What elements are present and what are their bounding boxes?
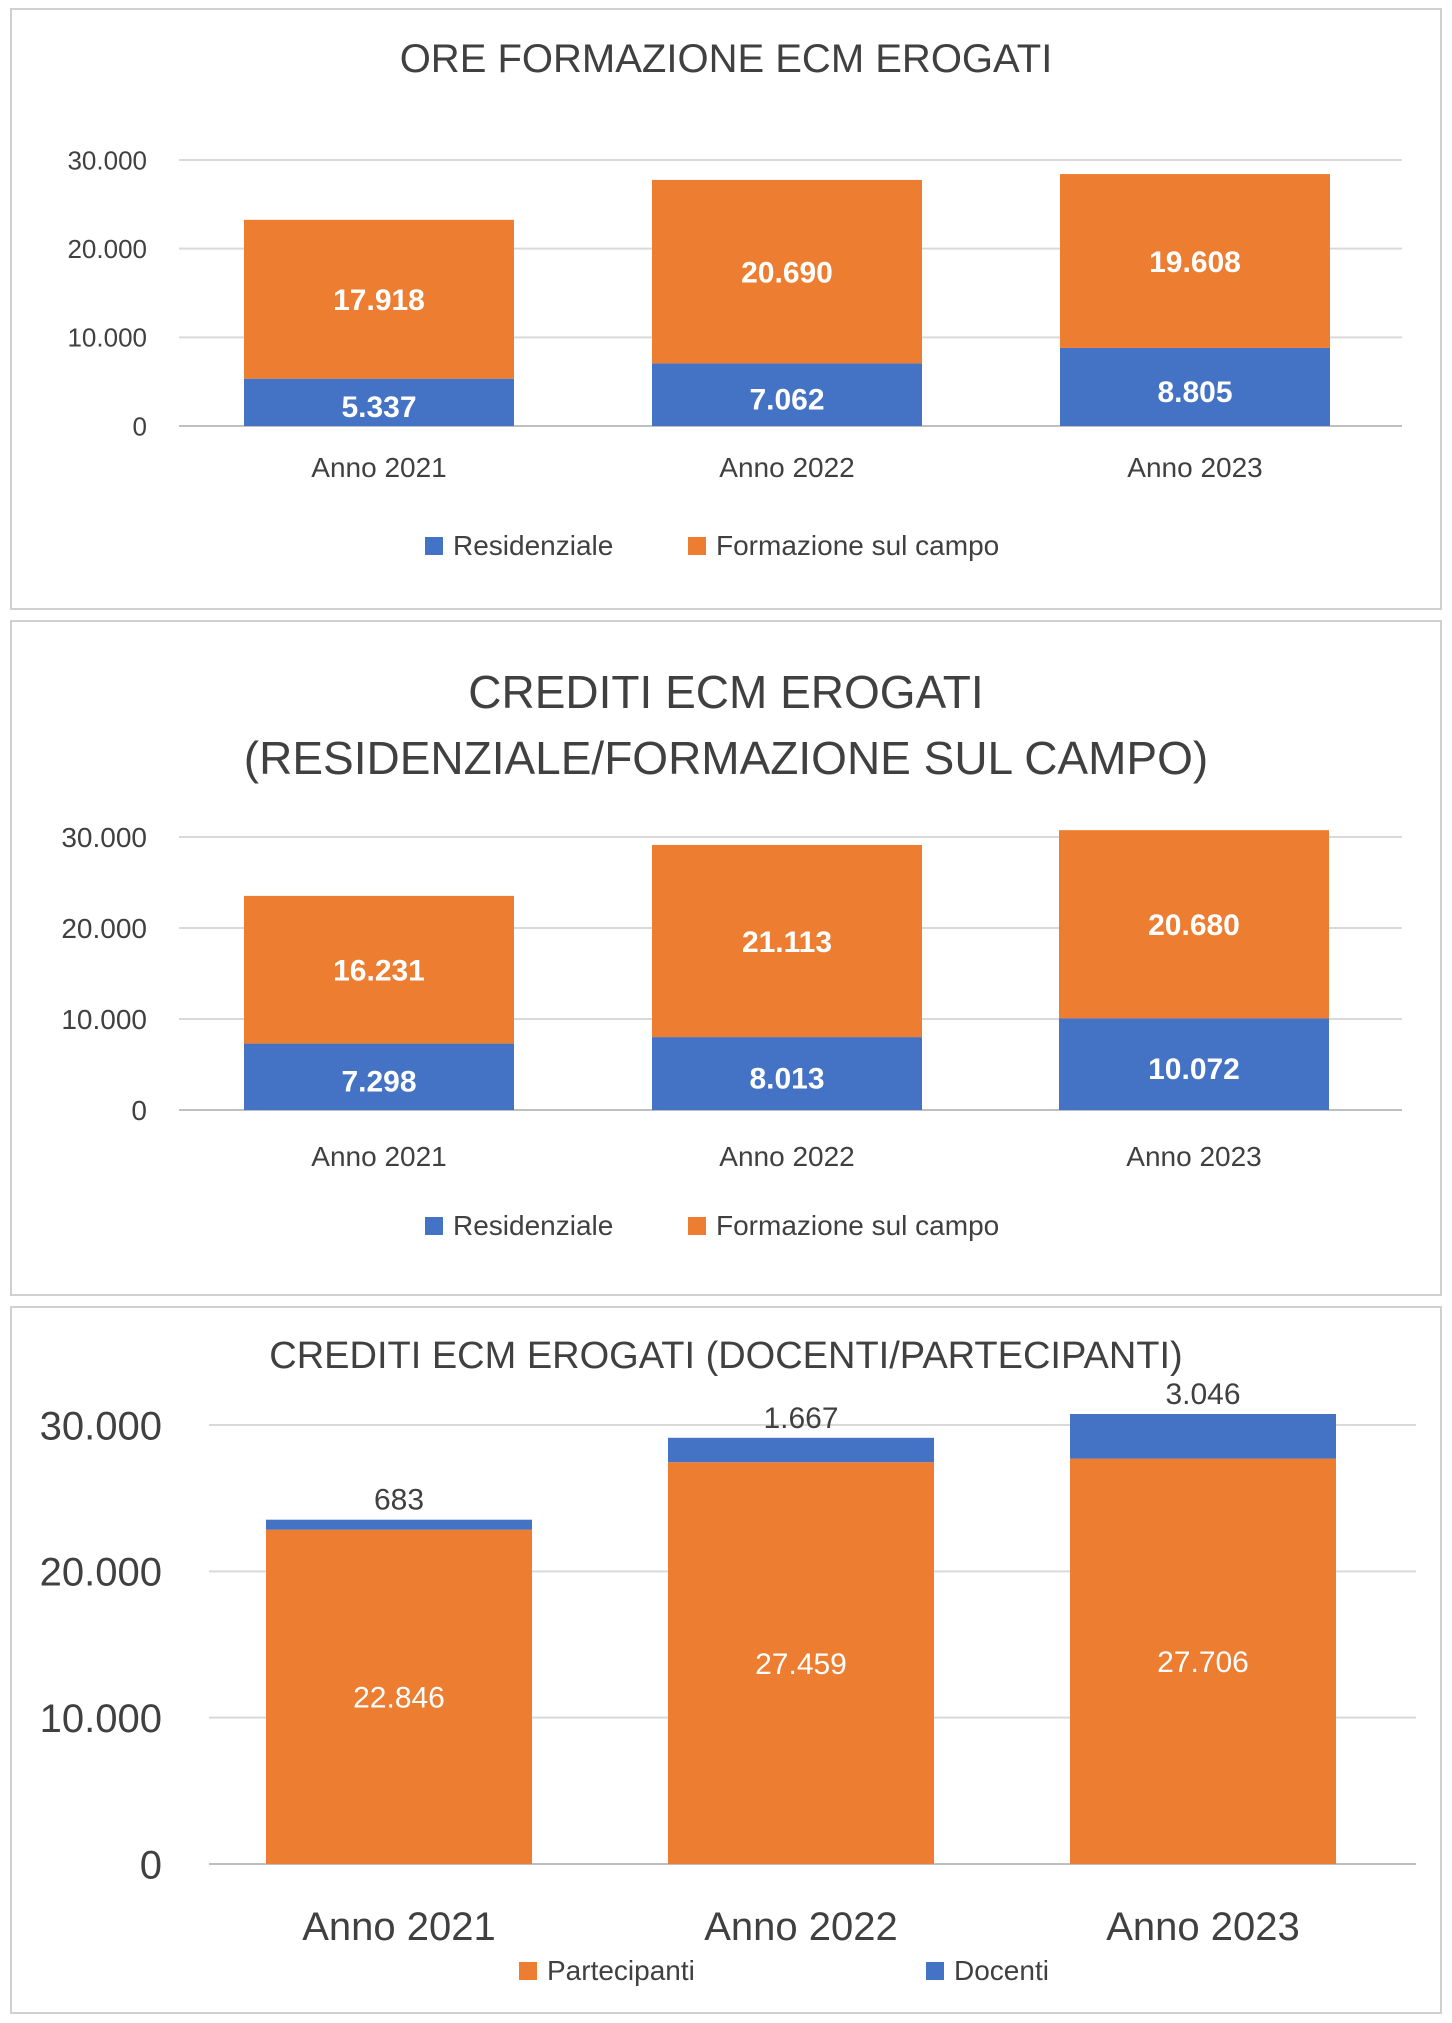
chart-panel-ore-formazione: ORE FORMAZIONE ECM EROGATI 0 10.000 20.000 3… [10, 8, 1442, 610]
data-label: 8.805 [1157, 376, 1232, 409]
data-label: 21.113 [742, 926, 832, 959]
y-tick-label: 10.000 [61, 1004, 147, 1035]
legend-swatch [688, 1217, 706, 1235]
bar-segment [266, 1519, 532, 1530]
legend-swatch [425, 1217, 443, 1235]
x-tick-label: Anno 2023 [1127, 452, 1262, 483]
data-label: 20.680 [1148, 909, 1240, 942]
legend-swatch [519, 1962, 537, 1980]
data-label: 10.072 [1148, 1053, 1240, 1086]
bar-segment [652, 363, 922, 426]
y-tick-label: 20.000 [61, 913, 147, 944]
chart-crediti-residenziale: CREDITI ECM EROGATI (RESIDENZIALE/FORMAZI… [61, 666, 1402, 1241]
legend-swatch [688, 537, 706, 555]
chart-panel-crediti-residenziale: CREDITI ECM EROGATI (RESIDENZIALE/FORMAZI… [10, 620, 1442, 1296]
legend-swatch [425, 537, 443, 555]
x-tick-label: Anno 2021 [302, 1905, 496, 1949]
legend-swatch [926, 1962, 944, 1980]
bar-segment [244, 895, 514, 1044]
data-label: 22.846 [353, 1682, 445, 1715]
x-tick-label: Anno 2022 [719, 1141, 854, 1172]
data-label: 8.013 [749, 1062, 824, 1095]
y-tick-label: 10.000 [67, 323, 147, 353]
legend-label: Formazione sul campo [716, 530, 999, 561]
bar-segment [652, 179, 922, 364]
data-label: 19.608 [1149, 246, 1241, 279]
bar-segment [244, 1043, 514, 1110]
data-label: 7.062 [749, 383, 824, 416]
bar-segment [1059, 830, 1329, 1019]
x-tick-label: Anno 2022 [704, 1905, 898, 1949]
data-label: 27.459 [755, 1648, 847, 1681]
chart-crediti-docenti: CREDITI ECM EROGATI (DOCENTI/PARTECIPANT… [40, 1335, 1416, 1986]
data-label: 1.667 [763, 1402, 838, 1435]
y-tick-label: 20.000 [40, 1551, 162, 1595]
legend-label: Formazione sul campo [716, 1210, 999, 1241]
chart-title: (RESIDENZIALE/FORMAZIONE SUL CAMPO) [244, 732, 1208, 784]
y-tick-label: 30.000 [61, 822, 147, 853]
bar-segment [266, 1529, 532, 1864]
bar-segment [244, 219, 514, 379]
bar-segment [1059, 1018, 1329, 1110]
x-tick-label: Anno 2021 [311, 1141, 446, 1172]
x-tick-label: Anno 2022 [719, 452, 854, 483]
y-tick-label: 30.000 [67, 145, 147, 175]
data-label: 5.337 [341, 391, 416, 424]
chart-title: CREDITI ECM EROGATI (DOCENTI/PARTECIPANT… [269, 1335, 1182, 1377]
data-label: 20.690 [741, 256, 833, 289]
legend-label: Docenti [954, 1955, 1049, 1986]
legend-label: Residenziale [453, 530, 613, 561]
data-label: 683 [374, 1484, 424, 1517]
bar-segment [668, 1437, 934, 1463]
y-tick-label: 10.000 [40, 1697, 162, 1741]
legend-label: Partecipanti [547, 1955, 695, 1986]
data-label: 17.918 [333, 284, 425, 317]
y-tick-label: 0 [140, 1843, 162, 1887]
bar-segment [652, 844, 922, 1038]
y-tick-label: 0 [133, 411, 147, 441]
bar-segment [668, 1462, 934, 1864]
data-label: 27.706 [1157, 1646, 1249, 1679]
bar-segment [244, 378, 514, 426]
y-tick-label: 30.000 [40, 1404, 162, 1448]
x-tick-label: Anno 2021 [311, 452, 446, 483]
data-label: 16.231 [333, 955, 425, 988]
chart-ore-formazione: ORE FORMAZIONE ECM EROGATI 0 10.000 20.000 3… [67, 37, 1402, 561]
bar-segment [1060, 347, 1330, 426]
bar-segment [652, 1037, 922, 1110]
chart-panel-crediti-docenti: CREDITI ECM EROGATI (DOCENTI/PARTECIPANT… [10, 1306, 1442, 2014]
bar-segment [1060, 174, 1330, 348]
x-tick-label: Anno 2023 [1106, 1905, 1300, 1949]
data-label: 7.298 [341, 1066, 416, 1099]
bar-segment [1070, 1413, 1336, 1459]
y-tick-label: 0 [131, 1095, 147, 1126]
data-label: 3.046 [1165, 1378, 1240, 1411]
legend-label: Residenziale [453, 1210, 613, 1241]
x-tick-label: Anno 2023 [1126, 1141, 1261, 1172]
chart-title: ORE FORMAZIONE ECM EROGATI [400, 37, 1053, 81]
bar-segment [1070, 1458, 1336, 1864]
chart-title: CREDITI ECM EROGATI [468, 666, 983, 718]
y-tick-label: 20.000 [67, 234, 147, 264]
